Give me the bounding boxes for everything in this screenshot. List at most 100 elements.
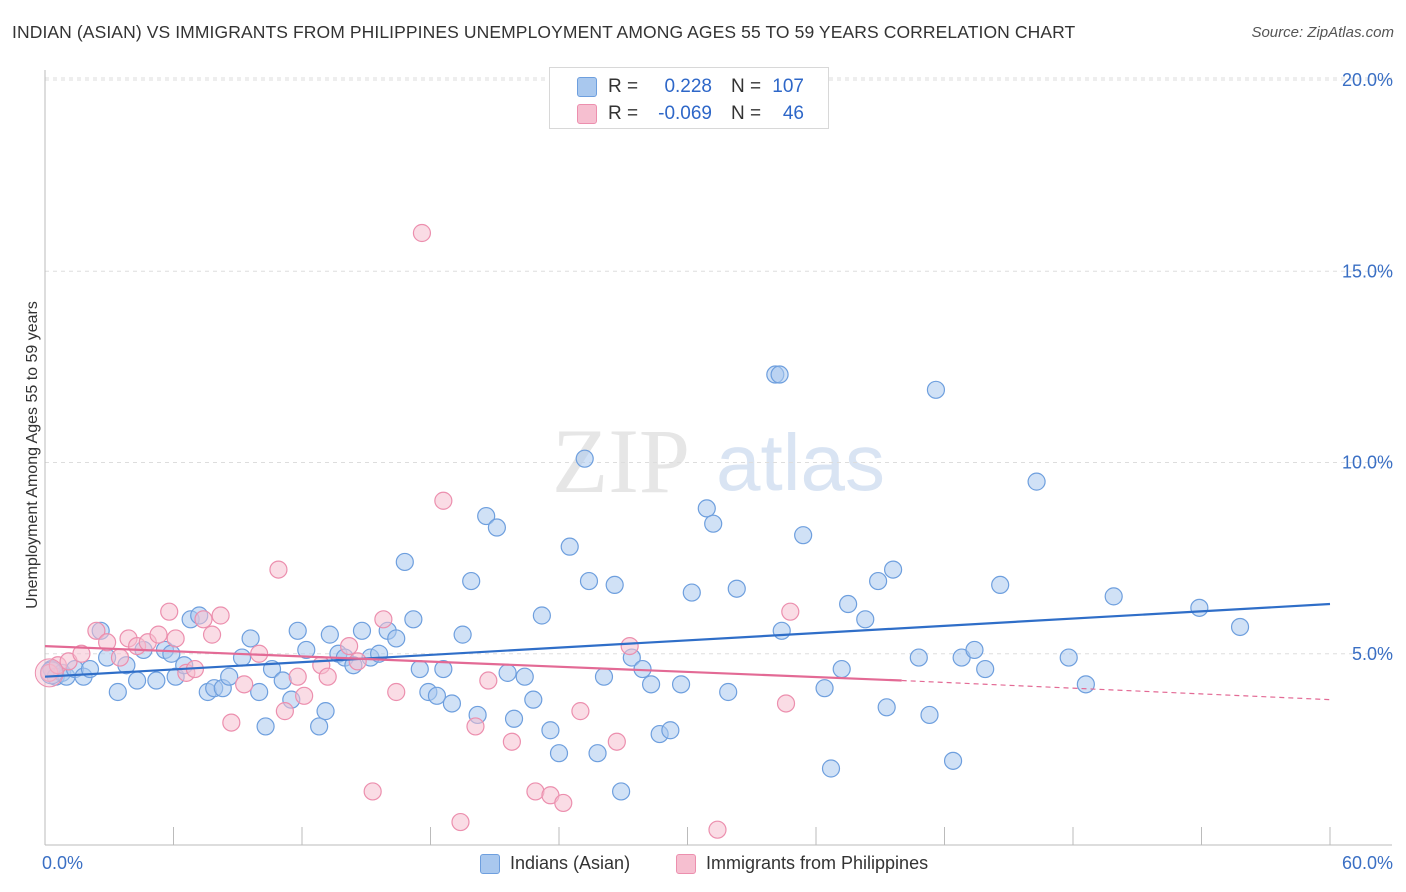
data-point	[612, 782, 631, 801]
data-point	[288, 667, 307, 686]
data-point	[479, 671, 498, 690]
data-point	[991, 575, 1010, 595]
data-point	[920, 705, 939, 725]
data-point	[1059, 648, 1078, 667]
data-point	[926, 380, 946, 399]
data-point	[770, 365, 789, 384]
data-point	[160, 602, 179, 621]
data-point-cluster	[34, 658, 64, 688]
data-point	[571, 702, 590, 721]
data-point	[671, 675, 691, 694]
data-point	[211, 606, 230, 625]
data-point	[839, 594, 858, 614]
trend-line-indians	[44, 602, 1331, 678]
legend-swatch-blue	[480, 853, 500, 874]
data-point	[708, 820, 727, 839]
data-point	[387, 629, 406, 648]
data-point	[524, 690, 543, 709]
n-value: 107	[772, 76, 804, 97]
data-point	[1230, 617, 1250, 637]
data-point	[1104, 587, 1123, 606]
r-label: R =	[608, 103, 639, 124]
legend-label: Indians (Asian)	[510, 853, 631, 873]
data-point	[110, 648, 130, 667]
data-point	[549, 744, 569, 763]
data-point	[434, 491, 453, 510]
stats-row-indians: R = 0.228 N = 107	[550, 74, 830, 100]
chart-title: INDIAN (ASIAN) VS IMMIGRANTS FROM PHILIP…	[12, 22, 1076, 42]
data-point	[166, 629, 185, 648]
data-point	[363, 782, 382, 801]
stats-row-philippines: R = -0.069 N = 46	[550, 101, 830, 127]
data-point	[682, 583, 701, 602]
data-point	[909, 648, 928, 667]
y-tick-label: 5.0%	[1352, 644, 1393, 664]
data-point	[348, 652, 367, 671]
data-point	[147, 671, 166, 690]
watermark-zip: ZIP	[552, 410, 690, 512]
data-point	[202, 625, 222, 644]
legend-item-philippines[interactable]: Immigrants from Philippines	[676, 853, 928, 874]
data-point	[108, 682, 127, 702]
data-point	[275, 702, 294, 721]
data-point	[554, 793, 573, 813]
data-point	[661, 721, 680, 740]
data-point	[127, 671, 147, 690]
data-point	[943, 751, 963, 770]
data-point	[594, 667, 614, 686]
legend-swatch-pink	[676, 853, 696, 874]
legend-label: Immigrants from Philippines	[706, 853, 929, 873]
data-point	[222, 713, 241, 732]
data-point	[462, 571, 481, 591]
data-point	[412, 223, 432, 243]
tick-labels: 5.0% 10.0% 15.0% 20.0% 0.0% 60.0%	[42, 70, 1393, 873]
n-value: 46	[782, 103, 804, 124]
data-point	[976, 659, 995, 679]
data-point	[387, 682, 406, 702]
data-point	[965, 640, 984, 660]
n-label: N =	[731, 76, 762, 97]
data-point	[310, 717, 329, 736]
trend-line-philippines-extrapolated	[901, 679, 1331, 701]
data-point	[256, 717, 275, 736]
data-point	[704, 514, 723, 533]
data-point	[575, 449, 594, 468]
data-point	[772, 621, 791, 640]
data-point	[869, 571, 888, 591]
data-point	[821, 759, 841, 778]
x-tick-label-end: 60.0%	[1342, 853, 1393, 873]
data-point	[434, 659, 453, 679]
data-point	[427, 686, 447, 705]
data-point	[607, 732, 626, 751]
data-point	[404, 610, 423, 629]
legend-item-indians[interactable]: Indians (Asian)	[480, 853, 630, 874]
data-point	[316, 702, 335, 721]
y-axis-label: Unemployment Among Ages 55 to 59 years	[24, 301, 41, 609]
n-label: N =	[731, 103, 762, 124]
stats-swatch-blue	[577, 77, 597, 97]
data-point	[72, 644, 91, 663]
data-point	[719, 682, 738, 702]
series-immigrants-philippines	[34, 105, 800, 839]
data-point	[320, 625, 339, 644]
trend-line-philippines	[44, 645, 902, 682]
data-point	[541, 721, 560, 740]
r-label: R =	[608, 76, 639, 97]
data-point	[515, 667, 534, 686]
data-point	[87, 621, 106, 640]
data-point	[250, 682, 269, 702]
trend-lines	[44, 602, 1331, 701]
data-point	[374, 610, 393, 629]
data-point	[498, 663, 517, 682]
x-tick-label-start: 0.0%	[42, 853, 83, 873]
data-point	[98, 633, 117, 652]
data-point	[451, 812, 470, 832]
data-point	[487, 518, 506, 537]
data-point	[410, 659, 429, 679]
data-point	[273, 671, 292, 690]
data-point	[815, 679, 834, 698]
data-point	[781, 602, 800, 621]
data-point	[149, 625, 168, 644]
source-label: Source: ZipAtlas.com	[1251, 24, 1394, 41]
stats-box: R = 0.228 N = 107 R = -0.069 N = 46	[549, 67, 829, 129]
